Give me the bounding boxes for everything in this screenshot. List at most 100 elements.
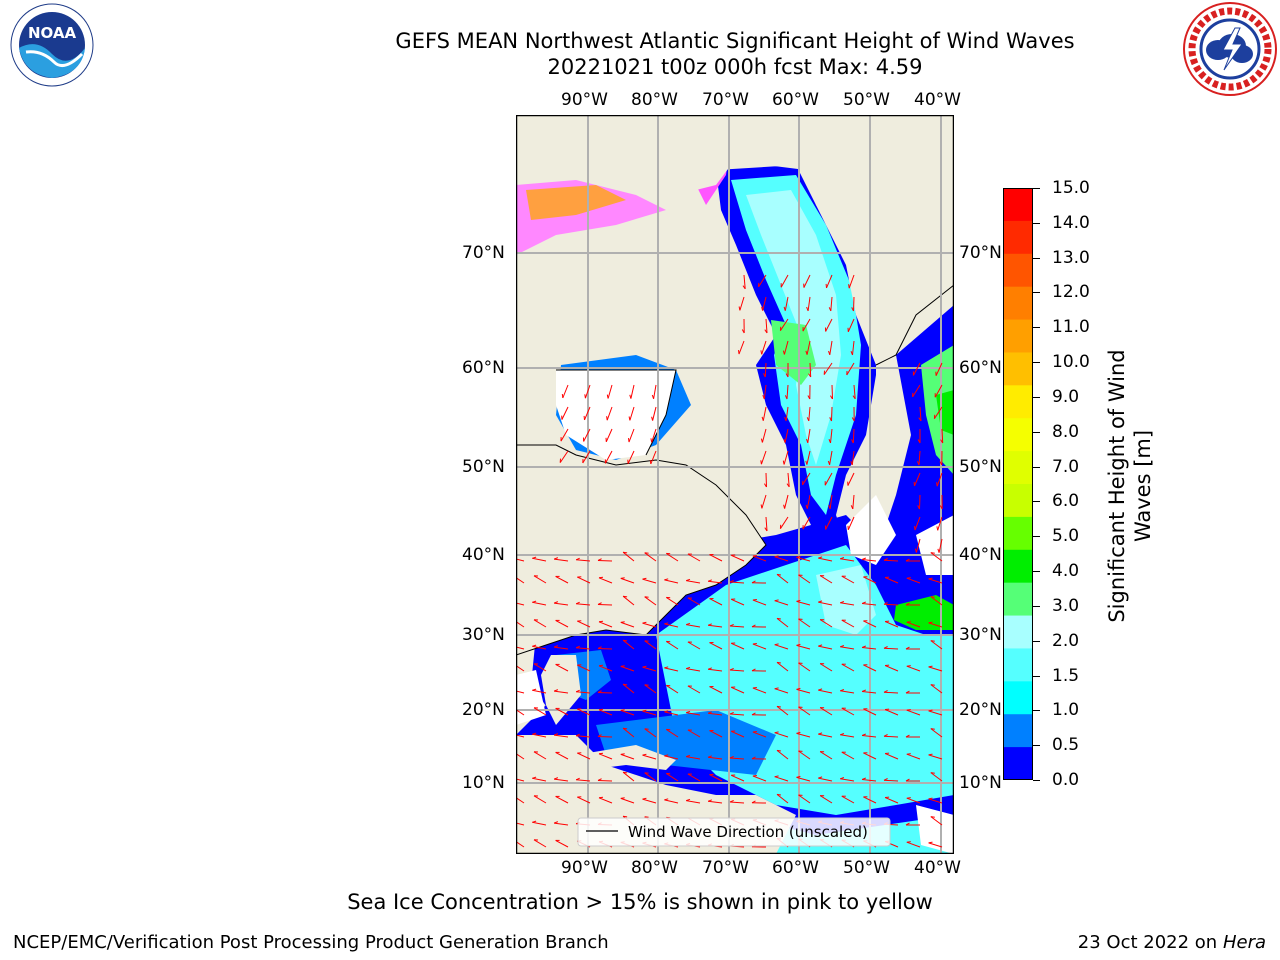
wind-wave-arrow: [708, 668, 723, 672]
wind-wave-arrow: [761, 428, 767, 443]
wind-wave-arrowhead: [818, 776, 823, 779]
colorbar-tick-label: 13.0: [1052, 247, 1090, 268]
wind-wave-arrow: [761, 494, 767, 509]
wind-wave-arrowhead: [939, 461, 943, 466]
wind-wave-arrow: [819, 707, 833, 716]
wind-wave-arrowhead: [729, 755, 734, 759]
wind-wave-arrow: [686, 580, 701, 584]
wind-wave-arrowhead: [917, 439, 921, 444]
wind-wave-arrow: [774, 688, 789, 694]
wind-wave-arrow: [928, 666, 943, 672]
wind-wave-arrow: [627, 450, 635, 464]
wind-wave-arrowhead: [883, 646, 888, 649]
lat-label-right: 60°N: [959, 358, 1002, 378]
wind-wave-arrowhead: [905, 778, 910, 782]
wind-wave-arrowhead: [916, 461, 920, 466]
wind-wave-arrowhead: [597, 602, 602, 605]
wind-wave-arrowhead: [752, 555, 757, 557]
wind-wave-arrow: [743, 274, 746, 289]
wind-wave-arrowhead: [620, 665, 625, 667]
wind-wave-arrow: [584, 406, 591, 421]
wind-wave-arrow: [829, 494, 833, 509]
wind-wave-arrowhead: [840, 645, 845, 648]
land-florida: [541, 655, 581, 725]
wind-wave-arrowhead: [818, 644, 823, 647]
wind-wave-arrowhead: [628, 416, 631, 421]
wind-wave-arrow: [620, 665, 635, 672]
wind-wave-arrow: [841, 575, 855, 584]
wind-wave-arrowhead: [796, 731, 801, 734]
wind-wave-arrowhead: [598, 708, 604, 711]
wind-wave-arrow: [780, 274, 789, 288]
wind-wave-arrow: [829, 450, 833, 465]
wind-wave-arrow: [784, 296, 789, 311]
wind-wave-arrow: [818, 777, 833, 782]
wind-wave-arrowhead: [729, 667, 734, 671]
wind-wave-arrow: [840, 558, 855, 562]
wind-wave-arrow: [841, 751, 855, 760]
wind-wave-arrow: [847, 472, 855, 486]
map-legend: Wind Wave Direction (unscaled): [577, 817, 891, 847]
colorbar-tick-label: 5.0: [1052, 526, 1080, 547]
colorbar-tick-label: 6.0: [1052, 491, 1080, 512]
wave-field-east-peak: [921, 345, 954, 475]
wind-wave-arrow: [852, 428, 855, 444]
colorbar-tick-mark: [1033, 605, 1040, 607]
wind-wave-arrowhead: [774, 643, 779, 646]
wind-wave-arrow: [776, 618, 789, 628]
colorbar-label-line1: Significant Height of Wind: [1105, 349, 1129, 623]
colorbar-segment: [1003, 319, 1033, 353]
wind-wave-arrow: [918, 450, 921, 466]
wind-wave-arrow: [752, 643, 767, 650]
wind-wave-arrow: [555, 707, 569, 716]
wind-wave-arrowhead: [752, 731, 757, 733]
wind-wave-arrow: [729, 581, 745, 584]
wind-wave-arrow: [666, 640, 679, 650]
noaa-logo-text: NOAA: [28, 24, 77, 42]
wind-wave-arrowhead: [840, 777, 845, 780]
wind-wave-arrowhead: [628, 438, 630, 443]
wind-wave-arrowhead: [928, 665, 933, 668]
wind-wave-arrowhead: [738, 350, 740, 355]
wind-wave-arrow: [709, 774, 723, 782]
wind-wave-arrowhead: [939, 505, 943, 510]
wind-wave-arrow: [644, 596, 657, 606]
wind-wave-arrow: [912, 384, 921, 398]
wind-wave-arrowhead: [883, 778, 888, 781]
wind-wave-arrowhead: [644, 684, 649, 686]
wind-wave-arrow: [884, 797, 899, 804]
wind-wave-arrow: [774, 732, 789, 738]
wind-wave-arrow: [622, 727, 635, 738]
wind-wave-arrowhead: [905, 690, 910, 694]
wind-wave-arrowhead: [620, 709, 625, 711]
wind-wave-arrowhead: [623, 595, 628, 598]
wind-wave-arrow: [819, 619, 833, 628]
wind-wave-arrow: [664, 623, 679, 628]
wind-wave-arrowhead: [532, 776, 537, 779]
wind-wave-arrowhead: [623, 771, 628, 774]
wind-wave-arrow: [738, 340, 745, 355]
wave-field-labrador-high: [746, 190, 841, 465]
wind-wave-arrowhead: [623, 683, 628, 686]
wind-wave-arrowhead: [664, 578, 669, 581]
wind-wave-arrow: [796, 556, 811, 562]
wind-wave-arrowhead: [760, 504, 763, 509]
wind-wave-arrowhead: [776, 617, 781, 620]
legend-label: Wind Wave Direction (unscaled): [628, 823, 868, 841]
wind-wave-arrow: [559, 450, 569, 463]
wind-wave-arrow: [598, 797, 613, 804]
colorbar-tick-mark: [1033, 222, 1040, 224]
colorbar-tick-label: 14.0: [1052, 212, 1090, 233]
wind-wave-arrowhead: [686, 666, 691, 670]
wind-wave-arrow: [853, 384, 856, 399]
wind-wave-arrowhead: [828, 504, 831, 510]
wind-wave-arrowhead: [806, 306, 809, 312]
wind-wave-arrow: [847, 516, 855, 531]
wind-wave-arrow: [752, 599, 767, 606]
wind-wave-arrowhead: [760, 438, 763, 443]
wind-wave-arrowhead: [664, 710, 669, 713]
wind-wave-arrow: [532, 645, 547, 650]
wind-wave-arrow: [862, 647, 877, 650]
wind-wave-arrowhead: [850, 461, 853, 466]
wind-wave-arrowhead: [532, 820, 537, 823]
